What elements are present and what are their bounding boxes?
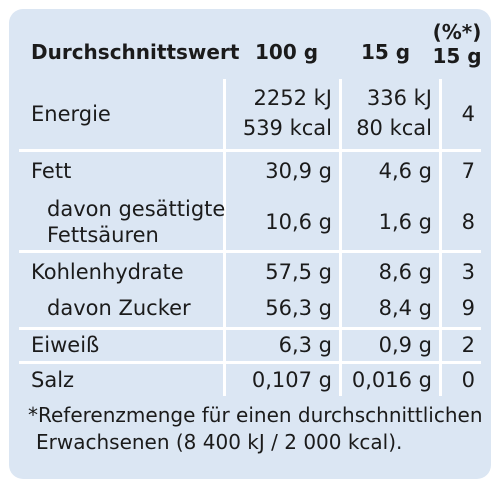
- header-pct-line1: (%*): [432, 20, 482, 44]
- cell-salz-pct: 0: [442, 364, 481, 396]
- cell-kohlenhydrate-15g: 8,6 g 8,4 g: [342, 253, 439, 327]
- cell-energie-100g: 2252 kJ 539 kcal: [226, 79, 339, 149]
- energie-pct-value: 4: [461, 102, 475, 126]
- row-label-gesaettigt-2: Fettsäuren: [47, 223, 159, 247]
- footnote: *Referenzmenge für einen durchschnittlic…: [28, 402, 488, 456]
- footnote-line2: Erwachsenen (8 400 kJ / 2 000 kcal).: [36, 430, 403, 454]
- table-row: Eiweiß: [19, 330, 223, 361]
- cell-eiweiss-100g: 6,3 g: [226, 330, 339, 361]
- energie-100g-kj: 2252 kJ: [253, 86, 332, 110]
- kohlenhydrate-pct: 3: [461, 260, 475, 284]
- salz-15g: 0,016 g: [351, 368, 432, 392]
- cell-fett-pct: 7 8: [442, 152, 481, 250]
- nutrition-table: Energie 2252 kJ 539 kcal 336 kJ 80 kcal …: [19, 79, 481, 396]
- gesaettigt-100g: 10,6 g: [265, 210, 332, 234]
- cell-fett-15g: 4,6 g 1,6 g: [342, 152, 439, 250]
- cell-eiweiss-15g: 0,9 g: [342, 330, 439, 361]
- cell-energie-15g: 336 kJ 80 kcal: [342, 79, 439, 149]
- cell-kohlenhydrate-pct: 3 9: [442, 253, 481, 327]
- row-label-eiweiss: Eiweiß: [31, 333, 100, 357]
- eiweiss-15g: 0,9 g: [378, 333, 432, 357]
- fett-100g: 30,9 g: [265, 159, 332, 183]
- header-per-100g: 100 g: [254, 40, 319, 64]
- table-header: Durchschnittswert 100 g 15 g (%*) 15 g: [9, 9, 491, 81]
- gesaettigt-pct: 8: [461, 210, 475, 234]
- energie-100g-kcal: 539 kcal: [242, 116, 332, 140]
- row-label-fett: Fett: [31, 159, 72, 183]
- header-nutrient: Durchschnittswert: [31, 40, 240, 64]
- eiweiss-100g: 6,3 g: [278, 333, 332, 357]
- salz-pct: 0: [461, 368, 475, 392]
- header-pct-line2: 15 g: [432, 44, 482, 68]
- zucker-15g: 8,4 g: [378, 296, 432, 320]
- header-per-15g: 15 g: [360, 40, 411, 64]
- header-reference-intake: (%*) 15 g: [425, 20, 489, 68]
- cell-salz-100g: 0,107 g: [226, 364, 339, 396]
- energie-15g-kj: 336 kJ: [366, 86, 432, 110]
- row-label-salz: Salz: [31, 368, 75, 392]
- cell-energie-pct: 4: [442, 79, 481, 149]
- footnote-line1: *Referenzmenge für einen durchschnittlic…: [28, 403, 483, 427]
- cell-salz-15g: 0,016 g: [342, 364, 439, 396]
- row-label-kohlenhydrate: Kohlenhydrate: [31, 260, 184, 284]
- energie-15g-kcal: 80 kcal: [356, 116, 432, 140]
- zucker-pct: 9: [461, 296, 475, 320]
- table-row: Kohlenhydrate davon Zucker: [19, 253, 223, 327]
- table-row: Fett davon gesättigte Fettsäuren: [19, 152, 226, 250]
- table-row: Energie: [19, 79, 223, 149]
- salz-100g: 0,107 g: [251, 368, 332, 392]
- row-label-gesaettigt-1: davon gesättigte: [47, 197, 226, 221]
- eiweiss-pct: 2: [461, 333, 475, 357]
- gesaettigt-15g: 1,6 g: [378, 210, 432, 234]
- kohlenhydrate-100g: 57,5 g: [265, 260, 332, 284]
- kohlenhydrate-15g: 8,6 g: [378, 260, 432, 284]
- cell-kohlenhydrate-100g: 57,5 g 56,3 g: [226, 253, 339, 327]
- fett-15g: 4,6 g: [378, 159, 432, 183]
- fett-pct: 7: [461, 159, 475, 183]
- cell-eiweiss-pct: 2: [442, 330, 481, 361]
- row-label-zucker: davon Zucker: [47, 296, 191, 320]
- row-label-energie: Energie: [31, 102, 111, 126]
- cell-fett-100g: 30,9 g 10,6 g: [226, 152, 339, 250]
- table-row: Salz: [19, 364, 223, 396]
- zucker-100g: 56,3 g: [265, 296, 332, 320]
